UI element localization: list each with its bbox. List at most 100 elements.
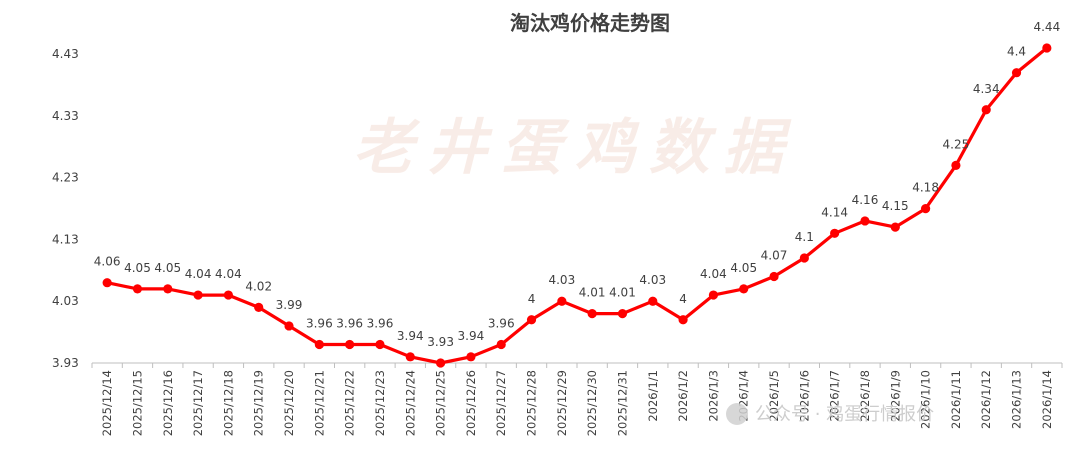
data-label: 4 [528,292,536,306]
data-point [1011,68,1022,78]
data-point [193,290,203,300]
data-label: 3.96 [306,316,333,330]
x-tick-label: 2026/1/8 [858,370,872,422]
data-point [526,315,537,325]
data-label: 4.16 [852,193,879,207]
x-tick-label: 2026/1/13 [1010,370,1024,429]
data-label: 4.04 [215,267,242,281]
x-tick-label: 2025/12/27 [494,370,508,436]
data-label: 4.04 [700,267,727,281]
data-label: 4.05 [730,261,757,275]
x-axis: 2025/12/14 2025/12/15 2025/12/16 2025/12/17… [91,362,1063,436]
data-point [254,302,264,313]
x-tick-label: 2025/12/19 [252,370,266,436]
x-tick-label: 2026/1/12 [979,370,993,429]
data-labels: 4.06 4.05 4.05 4.04 4.044.023.993.96 3.96 3.96… [94,20,1060,349]
data-point [405,352,415,362]
data-label: 3.96 [367,316,394,330]
x-tick-label: 2025/12/30 [585,370,599,436]
footer-watermark: 公众号 · 鸡蛋行情报价 [726,403,934,425]
data-label: 4.04 [185,267,212,281]
y-tick-label: 4.33 [52,109,79,123]
y-tick-label: 4.23 [52,171,79,185]
data-point [132,284,143,294]
x-tick-label: 2025/12/22 [343,370,357,436]
data-label: 3.93 [427,335,454,349]
y-tick-label: 4.43 [52,47,79,61]
data-label: 3.99 [276,298,303,312]
data-point [345,339,355,350]
data-point [163,284,173,294]
data-label: 4.06 [94,255,121,269]
x-tick-label: 2025/12/16 [161,370,175,436]
data-label: 3.96 [488,316,515,330]
y-tick-label: 4.03 [52,294,79,308]
x-tick-label: 2026/1/7 [828,370,842,422]
x-tick-label: 2026/1/5 [767,370,781,422]
data-point [496,339,506,350]
x-tick-label: 2025/12/14 [100,370,114,436]
series-line [106,46,1048,365]
data-point [890,222,900,232]
x-tick-label: 2025/12/21 [312,370,326,436]
data-label: 4.4 [1007,45,1026,59]
x-tick-label: 2025/12/24 [403,370,417,436]
x-tick-label: 2025/12/20 [282,370,296,436]
data-label: 4.02 [245,279,272,293]
data-label: 4.25 [943,137,970,151]
data-label: 4.01 [579,286,606,300]
data-point [951,160,961,170]
data-label: 3.94 [397,329,424,343]
x-tick-label: 2026/1/2 [676,370,690,422]
x-tick-label: 2025/12/23 [373,370,387,436]
chart-title: 淘汰鸡价格走势图 [510,11,670,35]
data-label: 4 [679,292,687,306]
data-point [1042,43,1052,53]
data-point [435,358,446,368]
x-tick-label: 2026/1/14 [1040,370,1054,429]
data-point [708,290,719,300]
data-point [617,308,628,319]
wechat-icon [726,403,748,425]
data-point [557,296,567,306]
x-tick-label: 2025/12/25 [434,370,448,436]
y-axis: 3.93 4.03 4.13 4.23 4.33 4.43 [52,47,79,370]
x-tick-label: 2026/1/6 [797,370,811,422]
data-point [314,339,324,350]
data-point [799,253,809,263]
data-label: 4.18 [912,181,939,195]
data-label: 4.07 [761,249,788,263]
data-label: 4.15 [882,199,909,213]
data-label: 3.96 [336,316,363,330]
data-point [769,271,779,282]
x-tick-label: 2025/12/28 [525,370,539,436]
x-tick-label: 2026/1/3 [706,370,720,422]
x-tick-label: 2025/12/29 [555,370,569,436]
data-point [830,228,840,238]
watermark-text: 老井蛋鸡数据 [353,113,797,183]
x-tick-label: 2026/1/11 [949,370,963,429]
footer-watermark-text: 公众号 · 鸡蛋行情报价 [755,404,934,425]
data-point [102,278,112,288]
data-point [375,339,385,350]
data-point [223,290,234,300]
data-label: 3.94 [458,329,485,343]
x-tick-label: 2026/1/10 [919,370,933,429]
data-label: 4.44 [1033,20,1060,34]
y-tick-label: 3.93 [52,356,79,370]
data-label: 4.34 [973,82,1000,96]
data-point [739,284,749,294]
data-point [284,321,294,331]
data-point [466,352,476,362]
price-series [102,43,1052,368]
x-tick-label: 2026/1/1 [646,370,660,422]
x-tick-label: 2025/12/26 [464,370,478,436]
data-point [920,203,931,214]
data-point [678,315,688,325]
y-tick-label: 4.13 [52,232,79,246]
data-label: 4.03 [639,273,666,287]
data-label: 4.03 [548,273,575,287]
data-label: 4.1 [795,230,814,244]
data-label: 4.05 [154,261,181,275]
